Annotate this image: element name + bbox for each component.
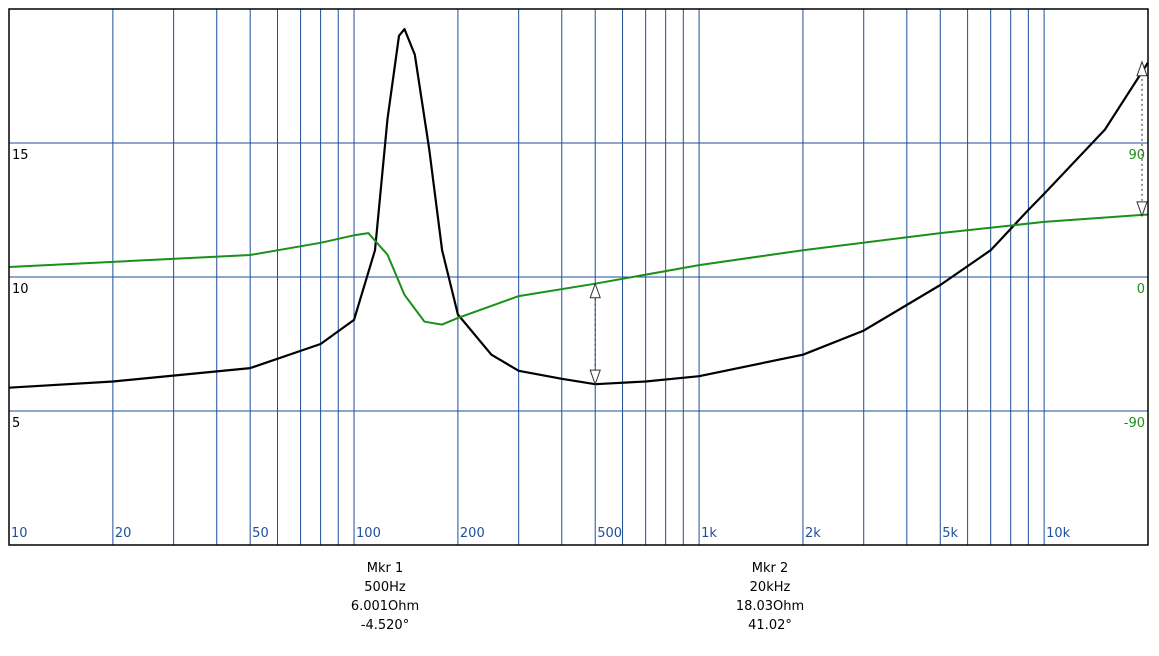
y-tick-label: 5 — [12, 416, 20, 431]
plot-border — [8, 8, 1149, 546]
y-tick-label: 15 — [12, 148, 29, 163]
x-tick-label: 5k — [942, 526, 958, 541]
marker-readout: 500Hz — [364, 580, 406, 595]
marker-readout: 6.001Ohm — [351, 599, 419, 614]
x-tick-label: 10k — [1046, 526, 1071, 541]
y-tick-label: 10 — [12, 282, 29, 297]
x-tick-label: 20 — [115, 526, 132, 541]
y2-tick-label: 90 — [1128, 148, 1145, 163]
marker-arrow — [1136, 201, 1148, 218]
y2-tick-label: -90 — [1124, 416, 1145, 431]
marker-readout: Mkr 2 — [752, 561, 789, 576]
marker-arrow — [589, 369, 601, 386]
series-line — [8, 28, 1149, 389]
marker-readout: -4.520° — [361, 618, 409, 633]
x-tick-label: 1k — [701, 526, 717, 541]
marker-arrow — [589, 282, 601, 299]
y2-tick-label: 0 — [1137, 282, 1145, 297]
x-tick-label: 10 — [11, 526, 28, 541]
x-tick-label: 2k — [805, 526, 821, 541]
marker-readout: 20kHz — [750, 580, 791, 595]
x-tick-label: 200 — [460, 526, 485, 541]
x-tick-label: 50 — [252, 526, 269, 541]
x-tick-label: 500 — [597, 526, 622, 541]
marker-readout: Mkr 1 — [367, 561, 404, 576]
series-line — [8, 213, 1149, 326]
x-tick-label: 100 — [356, 526, 381, 541]
marker-readout: 41.02° — [748, 618, 792, 633]
marker-arrow — [1136, 60, 1148, 77]
marker-readout: 18.03Ohm — [736, 599, 804, 614]
